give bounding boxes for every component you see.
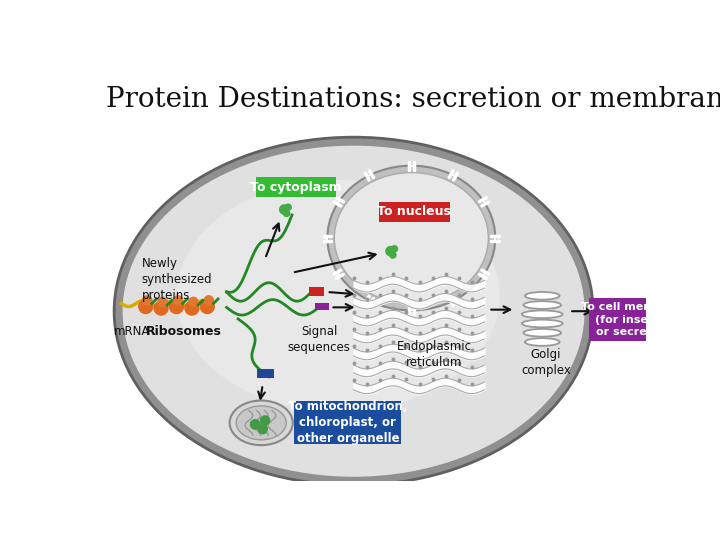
Text: Signal
sequences: Signal sequences xyxy=(287,325,351,354)
Circle shape xyxy=(174,296,183,305)
Circle shape xyxy=(261,416,270,425)
Circle shape xyxy=(170,300,184,314)
Circle shape xyxy=(143,296,152,305)
FancyBboxPatch shape xyxy=(257,369,274,378)
Circle shape xyxy=(279,205,289,214)
Text: Golgi
complex: Golgi complex xyxy=(521,348,571,377)
Ellipse shape xyxy=(230,401,293,445)
Circle shape xyxy=(200,300,215,314)
Circle shape xyxy=(154,301,168,315)
Circle shape xyxy=(158,298,167,307)
Text: To mitochondrion,
chloroplast, or
other organelle: To mitochondrion, chloroplast, or other … xyxy=(288,400,408,444)
FancyBboxPatch shape xyxy=(589,298,683,341)
Text: To cytoplasm: To cytoplasm xyxy=(250,181,342,194)
Circle shape xyxy=(607,310,613,316)
Circle shape xyxy=(390,252,396,258)
Ellipse shape xyxy=(236,406,287,440)
FancyBboxPatch shape xyxy=(315,303,329,310)
Text: Ribosomes: Ribosomes xyxy=(146,325,222,338)
Ellipse shape xyxy=(522,320,562,327)
FancyBboxPatch shape xyxy=(256,177,336,197)
Text: Protein Destinations: secretion or membrane: Protein Destinations: secretion or membr… xyxy=(106,86,720,113)
FancyBboxPatch shape xyxy=(309,287,324,296)
Text: Newly
synthesized
proteins: Newly synthesized proteins xyxy=(142,257,212,302)
Ellipse shape xyxy=(334,173,488,303)
Circle shape xyxy=(185,301,199,315)
Circle shape xyxy=(285,204,291,210)
Circle shape xyxy=(258,424,267,434)
FancyBboxPatch shape xyxy=(379,202,450,222)
Circle shape xyxy=(386,247,395,256)
Text: Endoplasmic
reticulum: Endoplasmic reticulum xyxy=(397,340,472,369)
Ellipse shape xyxy=(525,338,559,346)
Ellipse shape xyxy=(522,310,562,318)
Ellipse shape xyxy=(523,329,561,336)
Ellipse shape xyxy=(176,180,500,411)
Circle shape xyxy=(606,316,611,323)
Circle shape xyxy=(601,311,611,320)
Circle shape xyxy=(251,420,260,429)
Ellipse shape xyxy=(114,137,593,485)
Ellipse shape xyxy=(328,166,495,310)
Ellipse shape xyxy=(525,292,559,300)
Ellipse shape xyxy=(122,146,585,477)
Text: mRNA: mRNA xyxy=(114,325,150,338)
Circle shape xyxy=(139,300,153,314)
Text: To cell membrane
(for insertion
or secretion): To cell membrane (for insertion or secre… xyxy=(581,302,691,337)
Circle shape xyxy=(189,298,198,307)
Ellipse shape xyxy=(523,301,561,309)
FancyBboxPatch shape xyxy=(294,401,401,444)
Circle shape xyxy=(284,211,289,217)
Text: To nucleus: To nucleus xyxy=(377,205,451,218)
Circle shape xyxy=(204,296,213,305)
Circle shape xyxy=(392,246,397,252)
